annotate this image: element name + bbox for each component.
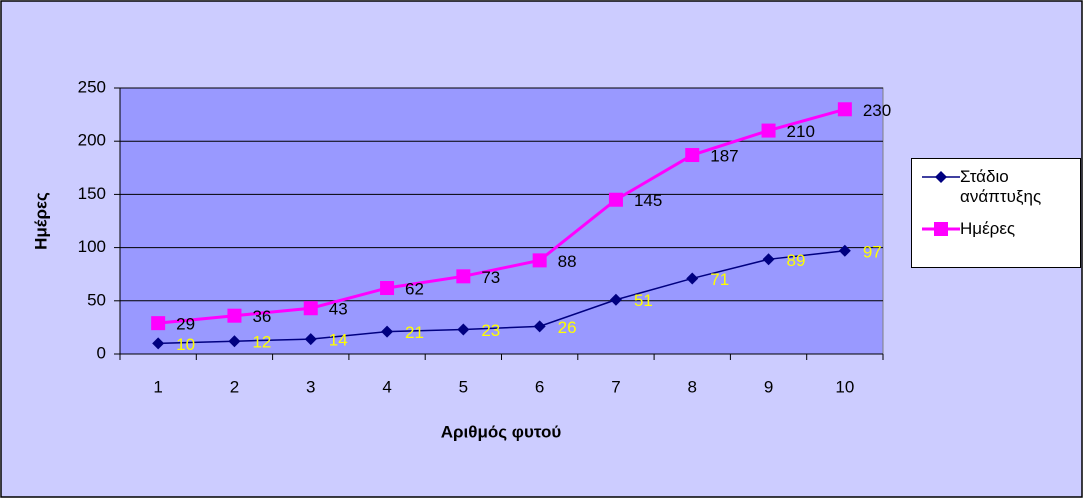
line — [158, 107, 846, 325]
x-tick-label: 2 — [230, 377, 239, 396]
x-tick-label: 6 — [535, 377, 544, 396]
x-tick-label: 4 — [382, 377, 391, 396]
marker — [685, 148, 700, 163]
y-tick-label: 200 — [78, 131, 106, 150]
data-label: 29 — [176, 315, 195, 334]
y-tick-label: 50 — [87, 290, 106, 309]
legend-item: Ημέρες — [922, 219, 1080, 239]
y-tick-label: 100 — [78, 237, 106, 256]
x-tick-label: 8 — [688, 377, 697, 396]
marker — [227, 308, 242, 323]
x-tick-label: 3 — [306, 377, 315, 396]
marker — [761, 123, 776, 138]
y-tick-label: 150 — [78, 184, 106, 203]
legend-icon — [922, 171, 960, 183]
marker — [381, 325, 394, 338]
data-label: 51 — [634, 291, 653, 310]
data-label: 210 — [787, 122, 815, 141]
marker — [838, 244, 851, 257]
data-label: 10 — [176, 335, 195, 354]
data-label: 187 — [710, 147, 738, 166]
marker — [303, 301, 318, 316]
data-label: 88 — [558, 252, 577, 271]
data-label: 97 — [863, 242, 882, 261]
line — [158, 250, 845, 345]
marker — [532, 253, 547, 268]
data-label: 43 — [329, 300, 348, 319]
data-label: 71 — [710, 270, 729, 289]
data-label: 145 — [634, 191, 662, 210]
legend-item: Στάδιο ανάπτυξης — [922, 167, 1080, 207]
legend-marker — [935, 171, 947, 183]
marker — [608, 192, 623, 207]
marker — [152, 337, 165, 350]
data-label: 23 — [481, 321, 500, 340]
data-label: 12 — [252, 333, 271, 352]
marker — [380, 281, 395, 296]
x-tick-label: 7 — [611, 377, 620, 396]
data-label: 36 — [252, 307, 271, 326]
plot-area — [119, 87, 884, 355]
data-label: 230 — [863, 101, 891, 120]
marker — [456, 269, 471, 284]
data-label: 21 — [405, 323, 424, 342]
marker — [837, 102, 852, 117]
marker — [533, 320, 546, 333]
marker — [457, 323, 470, 336]
x-tick-label: 10 — [835, 377, 854, 396]
data-label: 14 — [329, 331, 348, 350]
marker — [151, 316, 166, 331]
legend-label: Στάδιο ανάπτυξης — [960, 167, 1042, 206]
marker — [228, 335, 241, 348]
legend-icon — [922, 222, 960, 236]
x-tick-label: 9 — [764, 377, 773, 396]
y-tick-label: 250 — [78, 77, 106, 96]
marker — [609, 293, 622, 306]
marker — [304, 333, 317, 346]
legend-label: Ημέρες — [960, 219, 1016, 238]
marker — [762, 253, 775, 266]
x-axis-title: Αριθμός φυτού — [441, 422, 562, 441]
y-tick-label: 0 — [97, 343, 106, 362]
marker — [686, 272, 699, 285]
legend: Στάδιο ανάπτυξης Ημέρες — [911, 158, 1081, 268]
y-axis-title: Ημέρες — [31, 192, 50, 250]
data-label: 73 — [481, 268, 500, 287]
data-label: 26 — [558, 318, 577, 337]
data-label: 89 — [787, 251, 806, 270]
x-tick-label: 5 — [459, 377, 468, 396]
legend-marker — [934, 222, 948, 236]
data-label: 62 — [405, 280, 424, 299]
x-tick-label: 1 — [153, 377, 162, 396]
